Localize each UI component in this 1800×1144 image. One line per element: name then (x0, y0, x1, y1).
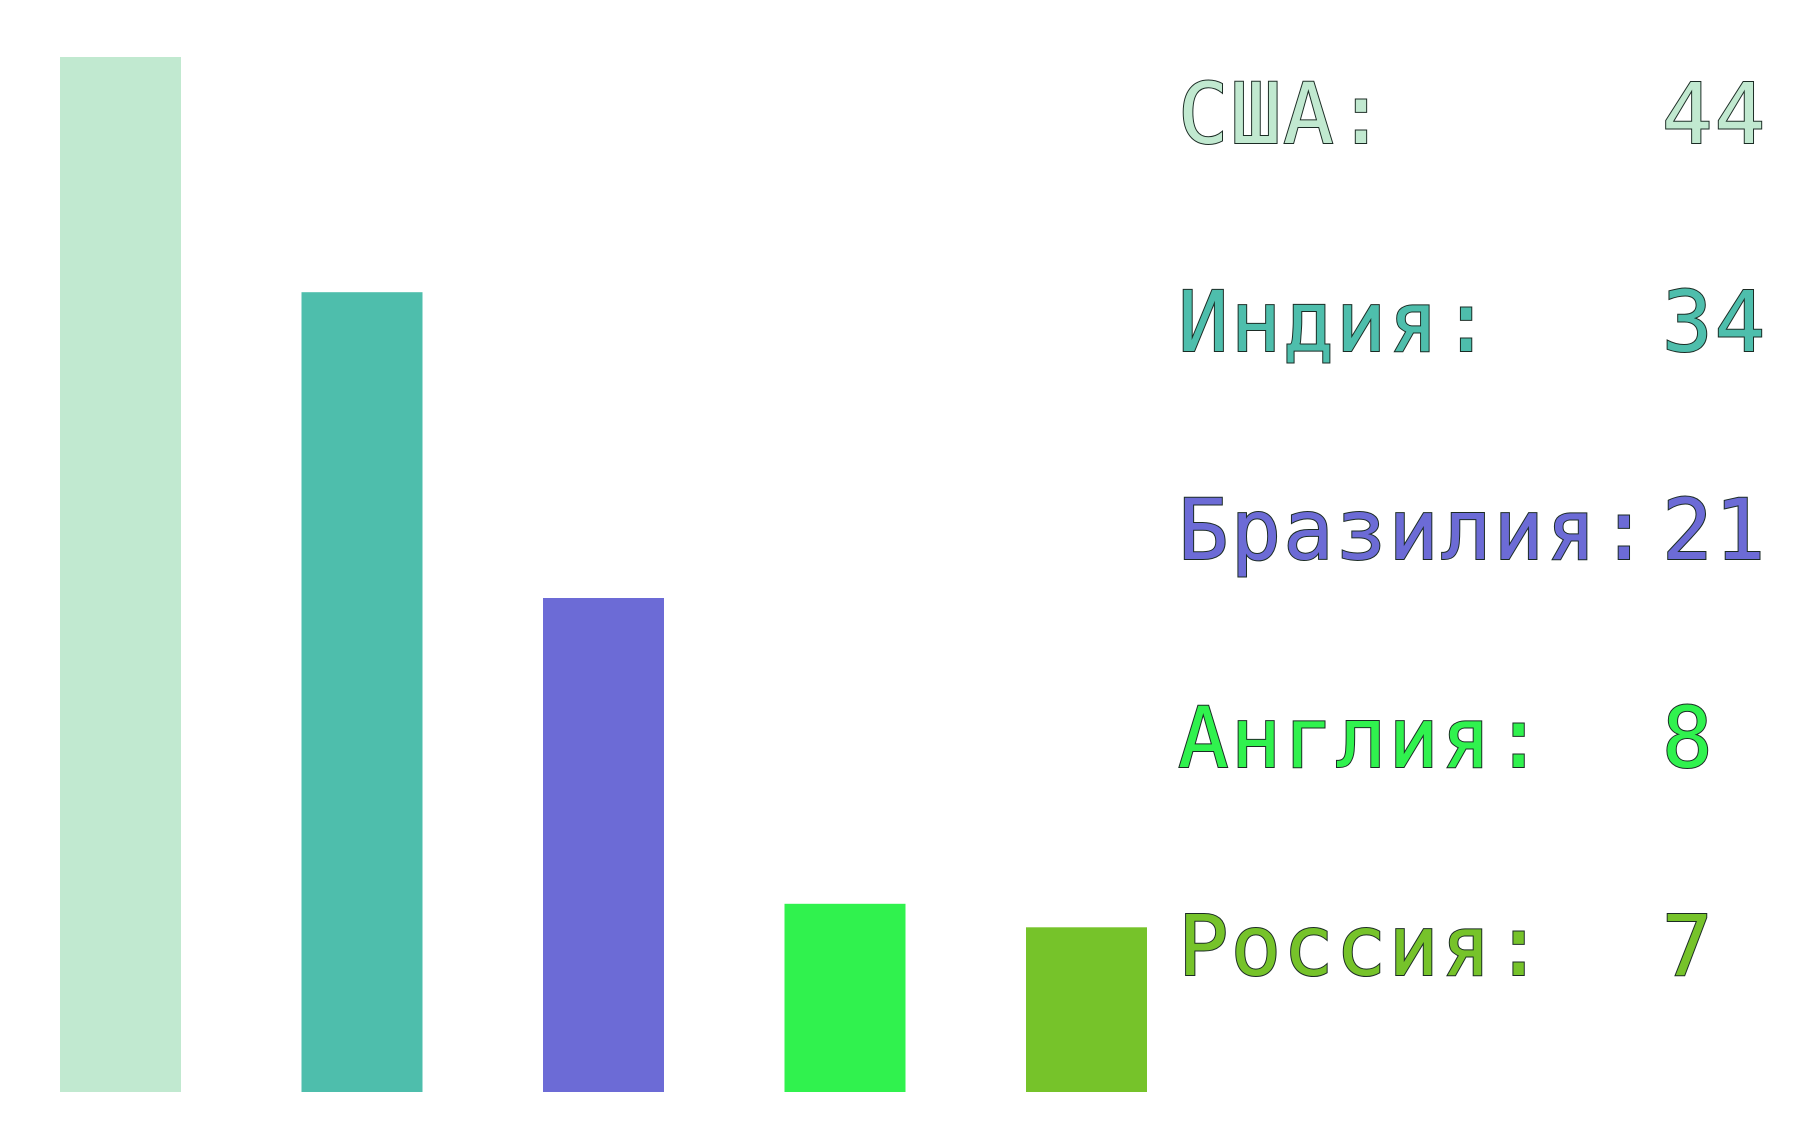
legend-value-usa: 44 (1661, 64, 1768, 164)
legend-row-england: Англия: 8 (1177, 672, 1778, 880)
legend-label-russia: Россия: (1177, 896, 1547, 996)
legend-value-brazil: 21 (1661, 480, 1768, 580)
legend-label-usa: США: (1177, 64, 1389, 164)
legend-value-india: 34 (1661, 272, 1768, 372)
bar-russia (1026, 927, 1147, 1092)
legend: США: 44 Индия: 34 Бразилия: 21 Англия: 8… (1177, 48, 1778, 1088)
bar-usa (60, 57, 181, 1092)
legend-label-india: Индия: (1177, 272, 1494, 372)
legend-label-brazil: Бразилия: (1177, 480, 1652, 580)
legend-row-usa: США: 44 (1177, 48, 1778, 256)
legend-label-england: Англия: (1177, 688, 1547, 788)
bar-brazil (543, 598, 664, 1092)
legend-row-india: Индия: 34 (1177, 256, 1778, 464)
legend-value-england: 8 (1661, 688, 1715, 788)
legend-value-russia: 7 (1661, 896, 1715, 996)
bar-india (301, 292, 423, 1092)
bar-england (784, 903, 906, 1092)
legend-row-brazil: Бразилия: 21 (1177, 464, 1778, 672)
legend-row-russia: Россия: 7 (1177, 880, 1778, 1088)
